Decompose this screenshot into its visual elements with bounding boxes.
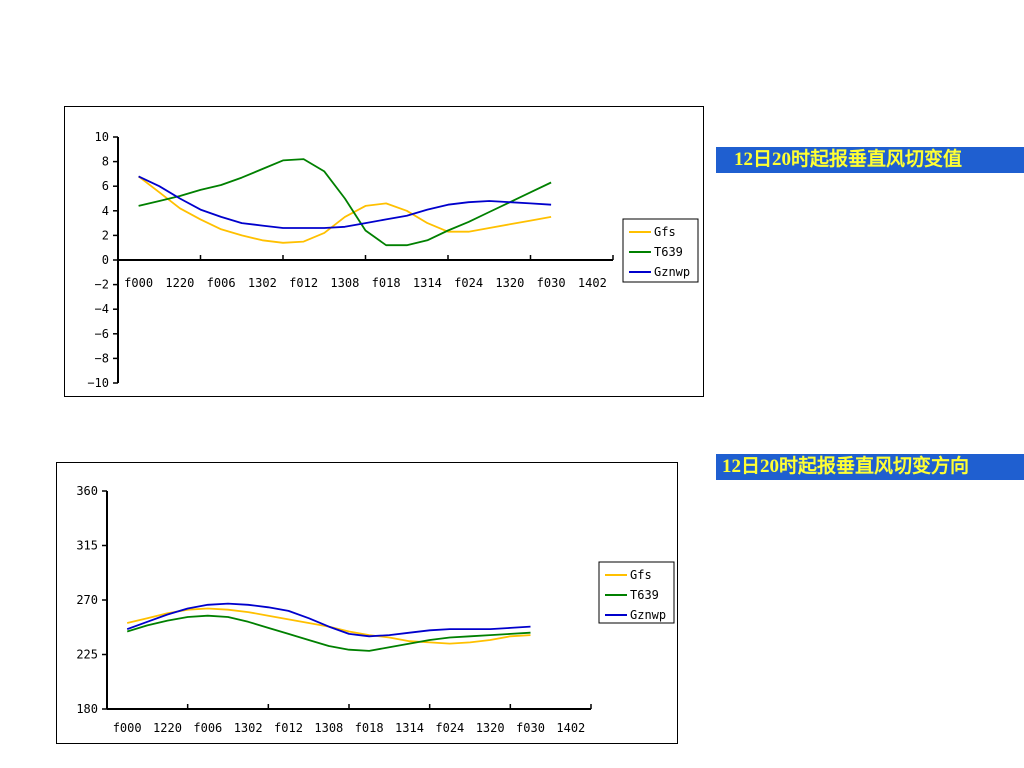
legend-label-t639: T639 — [654, 245, 683, 259]
x-tick-label: f024 — [454, 276, 483, 290]
x-tick-label: 1320 — [495, 276, 524, 290]
series-line-t639 — [126, 614, 531, 652]
shear-direction-title: 12日20时起报垂直风切变方向 — [716, 454, 1024, 480]
x-tick-label: 1308 — [330, 276, 359, 290]
y-tick-label: 6 — [102, 179, 109, 193]
y-tick-label: 225 — [76, 648, 98, 662]
x-tick-label: f018 — [355, 721, 384, 735]
x-tick-label: f006 — [207, 276, 236, 290]
x-tick-label: 1320 — [476, 721, 505, 735]
x-tick-label: 1402 — [556, 721, 585, 735]
x-tick-label: f012 — [274, 721, 303, 735]
x-tick-label: f000 — [113, 721, 142, 735]
x-tick-label: f024 — [435, 721, 464, 735]
series-line-gznwp — [138, 175, 552, 229]
x-tick-label: 1314 — [395, 721, 424, 735]
shear-direction-chart: 180 225 270 315 360 f000 1220 f006 1302 f012 1308 f… — [56, 462, 678, 744]
y-tick-label: 180 — [76, 702, 98, 716]
y-tick-label: 8 — [102, 155, 109, 169]
x-tick-label: 1402 — [578, 276, 607, 290]
y-tick-label: 315 — [76, 539, 98, 553]
x-tick-label: 1308 — [314, 721, 343, 735]
x-tick-label: f030 — [537, 276, 566, 290]
x-tick-label: f006 — [193, 721, 222, 735]
y-tick-label: 2 — [102, 228, 109, 242]
legend-label-gfs: Gfs — [630, 568, 652, 582]
series-line-gznwp — [126, 602, 531, 638]
x-tick-label: f018 — [372, 276, 401, 290]
legend-label-gfs: Gfs — [654, 225, 676, 239]
legend-label-gznwp: Gznwp — [630, 608, 666, 622]
shear-value-title: 12日20时起报垂直风切变值 — [716, 147, 1024, 173]
shear-value-chart: −10 −8 −6 −4 −2 0 2 4 6 8 10 f000 1220 f006 1302 f012 13… — [64, 106, 704, 397]
x-tick-label: 1302 — [234, 721, 263, 735]
legend-label-gznwp: Gznwp — [654, 265, 690, 279]
shear-value-chart-svg: −10 −8 −6 −4 −2 0 2 4 6 8 10 f000 1220 f006 1302 f012 13… — [87, 130, 699, 390]
x-tick-label: 1220 — [153, 721, 182, 735]
y-tick-label: 270 — [76, 593, 98, 607]
y-tick-label: 0 — [102, 253, 109, 267]
x-tick-label: f030 — [516, 721, 545, 735]
y-tick-label: 4 — [102, 204, 109, 218]
y-tick-label: −2 — [95, 278, 109, 292]
series-line-t639 — [138, 158, 552, 247]
legend-box — [598, 561, 675, 624]
x-tick-label: 1302 — [248, 276, 277, 290]
y-tick-label: 360 — [76, 484, 98, 498]
series-line-gfs — [138, 175, 552, 244]
y-tick-label: 10 — [95, 130, 109, 144]
legend-label-t639: T639 — [630, 588, 659, 602]
y-tick-label: −4 — [95, 302, 109, 316]
y-tick-label: −6 — [95, 327, 109, 341]
x-tick-label: f000 — [124, 276, 153, 290]
x-tick-label: f012 — [289, 276, 318, 290]
y-tick-label: −8 — [95, 351, 109, 365]
shear-direction-chart-svg: 180 225 270 315 360 f000 1220 f006 1302 f012 1308 f… — [76, 484, 675, 735]
x-tick-label: 1220 — [165, 276, 194, 290]
x-tick-label: 1314 — [413, 276, 442, 290]
y-tick-label: −10 — [87, 376, 109, 390]
